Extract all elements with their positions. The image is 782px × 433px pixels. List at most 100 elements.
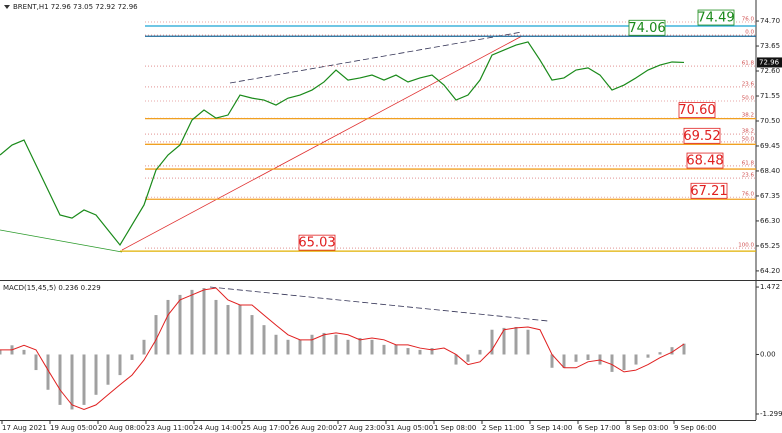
fib-label: 38.2 xyxy=(742,113,754,119)
macd-bar xyxy=(682,343,686,355)
macd-bar xyxy=(154,315,158,355)
macd-bar xyxy=(646,354,650,358)
macd-bar xyxy=(106,354,110,385)
macd-bar xyxy=(418,349,422,355)
x-tick-label: 2 Sep 11:00 xyxy=(482,424,524,432)
level-label-box xyxy=(686,152,724,169)
macd-bar xyxy=(46,354,50,390)
macd-bar xyxy=(34,354,38,371)
macd-bar xyxy=(298,339,302,355)
macd-bar xyxy=(574,354,578,362)
fib-label: 50.0 xyxy=(742,136,755,142)
macd-bar xyxy=(502,327,506,355)
macd-bar xyxy=(322,332,326,355)
y-tick-label: 66.30 xyxy=(760,217,780,225)
macd-bar xyxy=(466,354,470,362)
macd-bar xyxy=(634,354,638,365)
fib-label: 23.6 xyxy=(742,173,755,179)
fib-label: 61.8 xyxy=(742,160,755,166)
trend-line xyxy=(121,35,523,251)
y-tick-label: 65.25 xyxy=(760,242,780,250)
y-tick-label: 73.65 xyxy=(760,42,780,50)
macd-bar xyxy=(0,349,2,355)
macd-bar xyxy=(658,352,662,355)
macd-bar xyxy=(526,329,530,355)
y-tick-label: 68.40 xyxy=(760,167,780,175)
fib-label: 100.0 xyxy=(738,243,754,249)
current-price-label: 72.96 xyxy=(759,58,780,66)
x-tick-label: 8 Sep 03:00 xyxy=(626,424,668,432)
menu-icon xyxy=(4,5,10,9)
macd-bar xyxy=(478,349,482,355)
fib-label: 61.8 xyxy=(742,61,755,67)
macd-bar xyxy=(214,299,218,355)
indicator-title: MACD(15,45,5) 0.236 0.229 xyxy=(3,284,101,292)
macd-bar xyxy=(274,334,278,355)
chart-title: BRENT,H1 72.96 73.05 72.92 72.96 xyxy=(13,3,138,11)
y-tick-label: 0.00 xyxy=(760,350,776,358)
macd-bar xyxy=(430,348,434,355)
x-tick-label: 27 Aug 23:00 xyxy=(338,424,385,432)
x-tick-label: 19 Aug 05:00 xyxy=(50,424,97,432)
macd-bar xyxy=(382,344,386,355)
level-label-box xyxy=(683,127,721,144)
x-tick-label: 6 Sep 17:00 xyxy=(578,424,620,432)
macd-bar xyxy=(454,354,458,365)
macd-bar xyxy=(226,304,230,355)
macd-bar xyxy=(94,354,98,395)
macd-bar xyxy=(70,354,74,410)
level-label-box xyxy=(690,182,728,199)
macd-bar xyxy=(550,354,554,368)
x-tick-label: 17 Aug 2021 xyxy=(2,424,47,432)
level-label: 74.06 xyxy=(628,21,665,36)
x-tick-label: 31 Aug 05:00 xyxy=(386,424,433,432)
macd-bar xyxy=(58,354,62,405)
macd-bar xyxy=(406,348,410,355)
y-tick-label: 70.50 xyxy=(760,117,780,125)
macd-bar xyxy=(586,354,590,360)
x-tick-label: 3 Sep 14:00 xyxy=(530,424,572,432)
x-tick-label: 26 Aug 20:00 xyxy=(290,424,337,432)
fib-label: 76.0 xyxy=(742,16,755,22)
fib-label: 23.6 xyxy=(742,81,755,87)
macd-bar xyxy=(490,329,494,355)
macd-bar xyxy=(166,299,170,355)
level-label: 69.52 xyxy=(683,129,720,144)
y-tick-label: -1.299 xyxy=(760,410,782,418)
level-label: 74.49 xyxy=(697,11,734,26)
macd-bar xyxy=(610,354,614,372)
y-tick-label: 1.472 xyxy=(760,283,780,291)
price-line xyxy=(0,41,685,247)
macd-bar xyxy=(142,339,146,355)
signal-line xyxy=(0,287,685,410)
current-price-box xyxy=(757,57,782,68)
level-label-box xyxy=(628,19,666,36)
fib-label: 76.0 xyxy=(742,192,755,198)
level-label-box xyxy=(697,9,735,26)
x-tick-label: 24 Aug 14:00 xyxy=(194,424,241,432)
macd-bar xyxy=(286,339,290,355)
x-tick-label: 23 Aug 11:00 xyxy=(146,424,193,432)
x-tick-label: 9 Sep 06:00 xyxy=(674,424,716,432)
fib-label: 0.0 xyxy=(745,30,754,36)
y-tick-label: 67.35 xyxy=(760,192,780,200)
macd-bar xyxy=(310,334,314,355)
macd-bar xyxy=(670,347,674,355)
macd-bar xyxy=(394,344,398,355)
macd-bar xyxy=(118,354,122,376)
macd-bar xyxy=(82,354,86,405)
y-tick-label: 64.20 xyxy=(760,267,780,275)
macd-bar xyxy=(238,304,242,355)
macd-bar xyxy=(358,337,362,355)
macd-bar xyxy=(178,294,182,355)
level-label: 70.60 xyxy=(678,103,715,118)
level-label: 68.48 xyxy=(686,154,723,169)
trend-line xyxy=(229,31,523,84)
x-tick-label: 25 Aug 17:00 xyxy=(242,424,289,432)
x-tick-label: 20 Aug 08:00 xyxy=(98,424,145,432)
level-label-box xyxy=(298,234,336,251)
trend-line xyxy=(0,229,123,253)
macd-bar xyxy=(346,339,350,355)
y-tick-label: 71.55 xyxy=(760,92,780,100)
macd-bar xyxy=(250,315,254,355)
